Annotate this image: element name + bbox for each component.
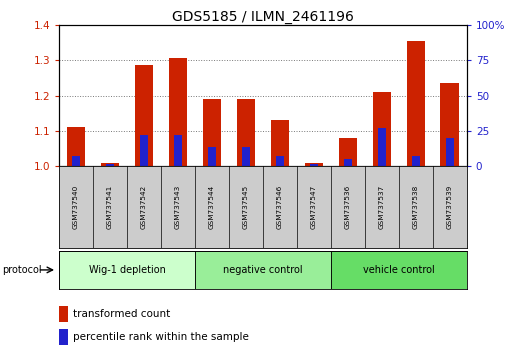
Text: negative control: negative control <box>223 265 303 275</box>
Bar <box>59 329 68 344</box>
Bar <box>169 58 187 166</box>
Bar <box>174 135 182 166</box>
Text: GSM737547: GSM737547 <box>311 185 317 229</box>
Bar <box>270 120 289 166</box>
Bar <box>195 251 331 289</box>
Text: GSM737541: GSM737541 <box>107 185 113 229</box>
Bar <box>275 156 284 166</box>
Bar <box>134 65 153 166</box>
Text: protocol: protocol <box>3 265 42 275</box>
Bar <box>236 99 255 166</box>
Bar <box>344 159 352 166</box>
Bar <box>67 127 85 166</box>
Bar <box>59 306 68 322</box>
Bar <box>372 92 391 166</box>
Bar <box>101 163 120 166</box>
Text: GSM737543: GSM737543 <box>175 185 181 229</box>
Bar <box>441 83 459 166</box>
Bar <box>339 138 357 166</box>
Bar <box>242 147 250 166</box>
Bar <box>140 135 148 166</box>
Bar <box>72 156 80 166</box>
Text: GSM737544: GSM737544 <box>209 185 215 229</box>
Text: GSM737540: GSM737540 <box>73 185 79 229</box>
Text: GSM737538: GSM737538 <box>413 185 419 229</box>
Bar <box>331 251 467 289</box>
Bar <box>203 99 221 166</box>
Bar <box>208 147 216 166</box>
Bar <box>59 251 195 289</box>
Text: vehicle control: vehicle control <box>363 265 435 275</box>
Text: transformed count: transformed count <box>73 309 170 319</box>
Bar <box>446 138 454 166</box>
Text: GSM737539: GSM737539 <box>447 185 453 229</box>
Text: GSM737537: GSM737537 <box>379 185 385 229</box>
Text: GSM737536: GSM737536 <box>345 185 351 229</box>
Text: GSM737546: GSM737546 <box>277 185 283 229</box>
Bar <box>305 163 323 166</box>
Bar <box>310 164 318 166</box>
Bar <box>406 41 425 166</box>
Bar <box>411 156 420 166</box>
Title: GDS5185 / ILMN_2461196: GDS5185 / ILMN_2461196 <box>172 10 354 24</box>
Text: GSM737545: GSM737545 <box>243 185 249 229</box>
Text: percentile rank within the sample: percentile rank within the sample <box>73 332 249 342</box>
Bar <box>106 164 114 166</box>
Text: GSM737542: GSM737542 <box>141 185 147 229</box>
Text: Wig-1 depletion: Wig-1 depletion <box>89 265 165 275</box>
Bar <box>378 128 386 166</box>
